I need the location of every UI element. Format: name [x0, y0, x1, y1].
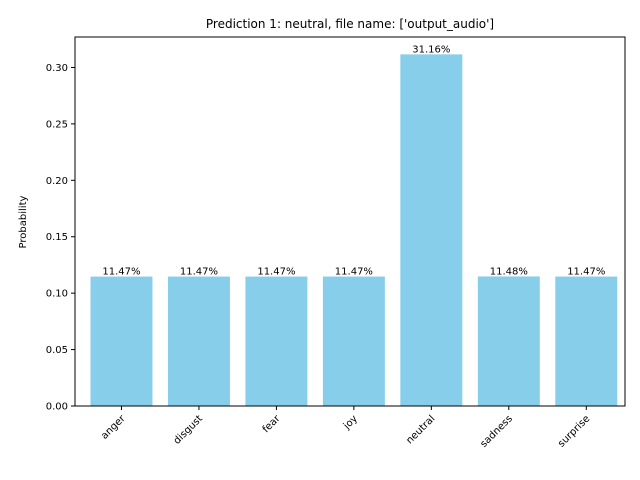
- y-tick-label: 0.00: [46, 402, 68, 413]
- x-tick-label-joy: joy: [341, 413, 360, 432]
- x-tick-label-anger: anger: [99, 413, 128, 442]
- bar-sadness: [477, 276, 540, 406]
- y-tick-label: 0.05: [46, 345, 68, 356]
- bar-anger: [90, 276, 153, 406]
- plot-frame: [74, 36, 626, 407]
- x-tick-label-fear: fear: [261, 413, 283, 435]
- x-tick-label-sadness: sadness: [478, 413, 514, 449]
- data-label-neutral: 31.16%: [412, 44, 450, 55]
- y-tick-label: 0.30: [46, 63, 68, 74]
- data-label-sadness: 11.48%: [490, 266, 528, 277]
- x-tick-label-neutral: neutral: [404, 413, 437, 446]
- x-tick-label-disgust: disgust: [172, 413, 205, 446]
- x-axis-ticks: anger disgust fear joy neutral sadness surpris…: [99, 406, 592, 450]
- data-label-surprise: 11.47%: [567, 267, 605, 278]
- y-tick-label: 0.20: [46, 176, 68, 187]
- y-tick-label: 0.15: [46, 232, 68, 243]
- data-label-disgust: 11.47%: [180, 267, 218, 278]
- bars-group: [90, 54, 618, 406]
- bar-joy: [322, 276, 385, 406]
- y-tick-label: 0.25: [46, 119, 68, 130]
- y-axis-label: Probability: [18, 195, 29, 248]
- chart-title: Prediction 1: neutral, file name: ['outp…: [206, 17, 494, 31]
- bar-fear: [245, 276, 308, 406]
- y-tick-label: 0.10: [46, 289, 68, 300]
- data-labels-group: 11.47% 11.47% 11.47% 11.47% 31.16% 11.48% 11.4…: [102, 44, 605, 277]
- data-label-joy: 11.47%: [335, 267, 373, 278]
- bar-surprise: [555, 276, 618, 406]
- y-axis-ticks: 0.00 0.05 0.10 0.15 0.20 0.25 0.30: [46, 63, 75, 413]
- bar-disgust: [167, 276, 230, 406]
- x-tick-label-surprise: surprise: [556, 413, 592, 449]
- data-label-fear: 11.47%: [257, 267, 295, 278]
- bar-neutral: [400, 54, 463, 406]
- data-label-anger: 11.47%: [102, 267, 140, 278]
